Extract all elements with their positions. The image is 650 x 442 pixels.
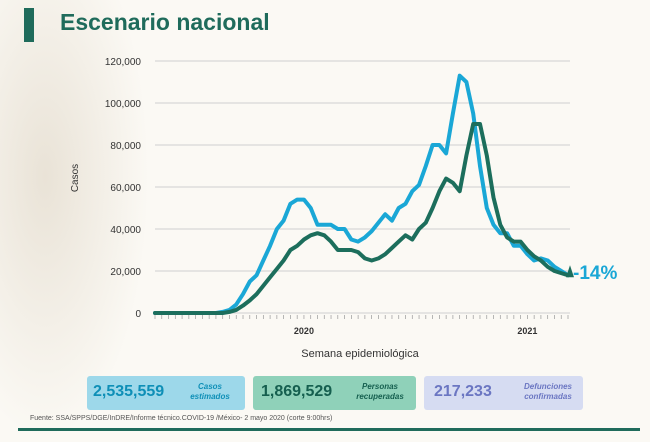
series-line bbox=[153, 122, 570, 315]
card-label: Personas recuperadas bbox=[356, 382, 404, 401]
y-axis-ticks: 0 20,000 40,000 60,000 80,000 100,000 120,000 bbox=[105, 57, 142, 320]
card-value: 2,535,559 bbox=[93, 383, 165, 400]
card-label: Defunciones confirmadas bbox=[523, 382, 572, 401]
y-axis-label: Casos bbox=[70, 164, 81, 192]
y-tick-label: 80,000 bbox=[110, 141, 141, 152]
card-estimated-cases: 2,535,559 Casos estimados bbox=[87, 376, 245, 410]
background-watermark bbox=[0, 0, 150, 442]
y-tick-label: 40,000 bbox=[110, 225, 141, 236]
x-axis-label: Semana epidemiológica bbox=[301, 348, 419, 360]
y-tick-label: 20,000 bbox=[110, 267, 141, 278]
y-tick-label: 0 bbox=[135, 309, 141, 320]
source-footnote: Fuente: SSA/SPPS/DGE/InDRE/Informe técni… bbox=[18, 414, 640, 431]
year-label: 2020 bbox=[294, 326, 314, 336]
y-tick-label: 100,000 bbox=[105, 99, 142, 110]
series-line bbox=[153, 73, 570, 315]
y-tick-label: 120,000 bbox=[105, 57, 142, 68]
y-tick-label: 60,000 bbox=[110, 183, 141, 194]
x-axis-ticks: 2020 2021 bbox=[154, 315, 569, 336]
series-lines bbox=[153, 73, 574, 315]
card-label: Casos estimados bbox=[190, 382, 230, 401]
trend-arrow bbox=[566, 265, 574, 278]
grid-lines bbox=[155, 60, 570, 314]
change-annotation: -14% bbox=[573, 263, 617, 284]
card-value: 217,233 bbox=[434, 383, 492, 400]
year-label: 2021 bbox=[517, 326, 537, 336]
title-accent-bar bbox=[24, 8, 34, 42]
card-value: 1,869,529 bbox=[261, 383, 333, 400]
page-title: Escenario nacional bbox=[60, 9, 270, 35]
card-recovered: 1,869,529 Personas recuperadas bbox=[253, 376, 416, 410]
card-deaths: 217,233 Defunciones confirmadas bbox=[424, 376, 583, 410]
